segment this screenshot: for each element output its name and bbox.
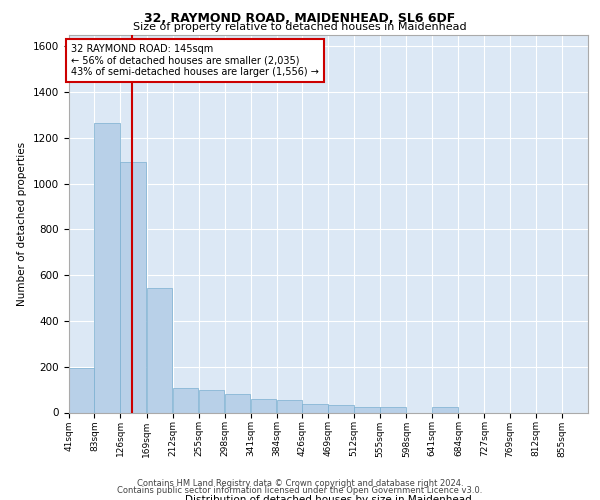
- Bar: [277, 400, 302, 412]
- Bar: [94, 123, 120, 412]
- Text: Contains public sector information licensed under the Open Government Licence v3: Contains public sector information licen…: [118, 486, 482, 495]
- Bar: [199, 390, 224, 412]
- Text: Contains HM Land Registry data © Crown copyright and database right 2024.: Contains HM Land Registry data © Crown c…: [137, 478, 463, 488]
- Bar: [380, 408, 406, 412]
- X-axis label: Distribution of detached houses by size in Maidenhead: Distribution of detached houses by size …: [185, 496, 472, 500]
- Bar: [302, 404, 328, 412]
- Bar: [224, 394, 250, 412]
- Bar: [69, 368, 94, 412]
- Bar: [251, 399, 276, 412]
- Text: Size of property relative to detached houses in Maidenhead: Size of property relative to detached ho…: [133, 22, 467, 32]
- Bar: [121, 162, 146, 412]
- Text: 32, RAYMOND ROAD, MAIDENHEAD, SL6 6DF: 32, RAYMOND ROAD, MAIDENHEAD, SL6 6DF: [145, 12, 455, 26]
- Y-axis label: Number of detached properties: Number of detached properties: [17, 142, 28, 306]
- Bar: [433, 408, 458, 412]
- Bar: [173, 388, 198, 412]
- Bar: [146, 288, 172, 412]
- Bar: [328, 404, 353, 412]
- Text: 32 RAYMOND ROAD: 145sqm
← 56% of detached houses are smaller (2,035)
43% of semi: 32 RAYMOND ROAD: 145sqm ← 56% of detache…: [71, 44, 319, 78]
- Bar: [354, 408, 380, 412]
